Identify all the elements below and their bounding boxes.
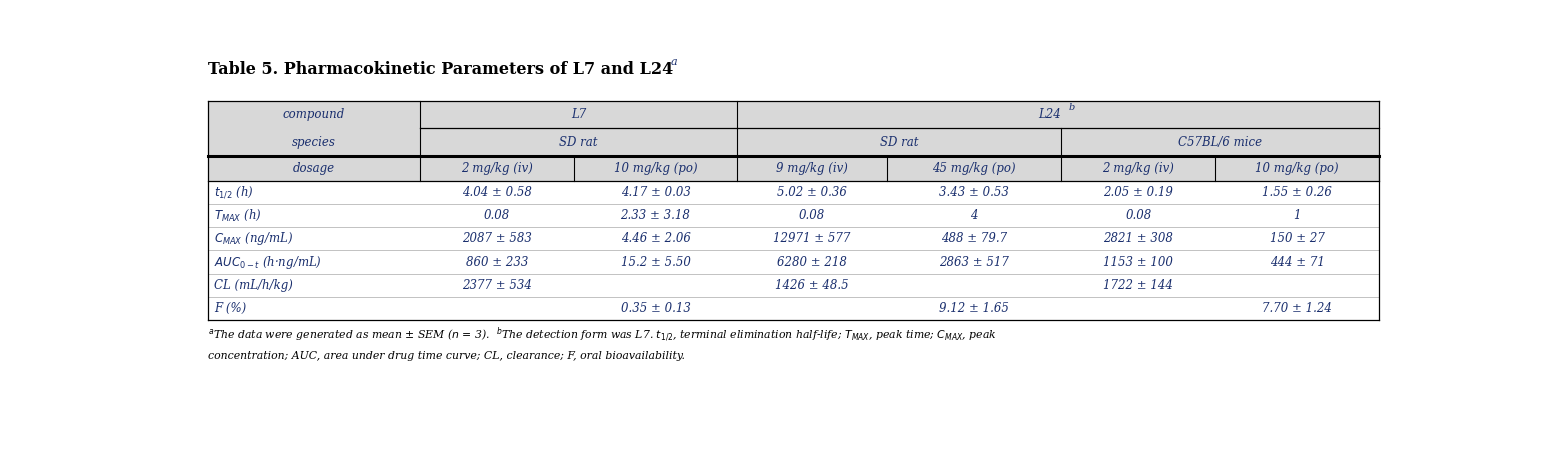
Text: a: a: [670, 57, 678, 67]
Text: b: b: [1068, 103, 1074, 112]
Text: 488 ± 79.7: 488 ± 79.7: [941, 232, 1008, 245]
Text: 4.46 ± 2.06: 4.46 ± 2.06: [621, 232, 690, 245]
Text: 0.08: 0.08: [1125, 209, 1152, 222]
Text: 2.33 ± 3.18: 2.33 ± 3.18: [621, 209, 690, 222]
Text: 2 mg/kg (iv): 2 mg/kg (iv): [1102, 162, 1175, 175]
Text: 0.35 ± 0.13: 0.35 ± 0.13: [621, 302, 690, 315]
Bar: [207, 274, 1379, 297]
Text: F (%): F (%): [214, 302, 246, 315]
Text: 2.05 ± 0.19: 2.05 ± 0.19: [1104, 186, 1173, 199]
Bar: [207, 101, 1379, 129]
Text: 860 ± 233: 860 ± 233: [466, 256, 528, 269]
Bar: [207, 181, 1379, 204]
Text: 9 mg/kg (iv): 9 mg/kg (iv): [776, 162, 848, 175]
Text: 0.08: 0.08: [799, 209, 825, 222]
Text: 4: 4: [971, 209, 978, 222]
Text: 15.2 ± 5.50: 15.2 ± 5.50: [621, 256, 690, 269]
Text: C57BL/6 mice: C57BL/6 mice: [1178, 135, 1262, 148]
Text: $t_{1/2}$ (h): $t_{1/2}$ (h): [214, 184, 254, 200]
Text: 45 mg/kg (po): 45 mg/kg (po): [932, 162, 1015, 175]
Text: 10 mg/kg (po): 10 mg/kg (po): [613, 162, 697, 175]
Text: $T_{MAX}$ (h): $T_{MAX}$ (h): [214, 208, 262, 223]
Text: compound: compound: [283, 108, 345, 121]
Text: 5.02 ± 0.36: 5.02 ± 0.36: [777, 186, 847, 199]
Text: 2821 ± 308: 2821 ± 308: [1104, 232, 1173, 245]
Text: L24: L24: [1039, 108, 1060, 121]
Text: dosage: dosage: [293, 162, 334, 175]
Bar: [207, 227, 1379, 251]
Text: species: species: [293, 135, 336, 148]
Bar: [207, 297, 1379, 320]
Text: 7.70 ± 1.24: 7.70 ± 1.24: [1262, 302, 1331, 315]
Text: 10 mg/kg (po): 10 mg/kg (po): [1255, 162, 1339, 175]
Text: 1426 ± 48.5: 1426 ± 48.5: [776, 279, 848, 292]
Text: 4.04 ± 0.58: 4.04 ± 0.58: [461, 186, 533, 199]
Bar: [207, 204, 1379, 227]
Text: 3.43 ± 0.53: 3.43 ± 0.53: [940, 186, 1009, 199]
Text: 2863 ± 517: 2863 ± 517: [940, 256, 1009, 269]
Text: Table 5. Pharmacokinetic Parameters of L7 and L24: Table 5. Pharmacokinetic Parameters of L…: [207, 61, 673, 78]
Text: 2377 ± 534: 2377 ± 534: [461, 279, 533, 292]
Text: 4.17 ± 0.03: 4.17 ± 0.03: [621, 186, 690, 199]
Text: 1.55 ± 0.26: 1.55 ± 0.26: [1262, 186, 1331, 199]
Text: SD rat: SD rat: [559, 135, 598, 148]
Text: 12971 ± 577: 12971 ± 577: [774, 232, 851, 245]
Text: 1722 ± 144: 1722 ± 144: [1104, 279, 1173, 292]
Text: CL (mL/h/kg): CL (mL/h/kg): [214, 279, 293, 292]
Text: 0.08: 0.08: [483, 209, 509, 222]
Text: 2087 ± 583: 2087 ± 583: [461, 232, 533, 245]
Text: concentration; AUC, area under drug time curve; CL, clearance; F, oral bioavaila: concentration; AUC, area under drug time…: [207, 351, 684, 361]
Text: 1153 ± 100: 1153 ± 100: [1104, 256, 1173, 269]
Text: 2 mg/kg (iv): 2 mg/kg (iv): [461, 162, 533, 175]
Text: 9.12 ± 1.65: 9.12 ± 1.65: [940, 302, 1009, 315]
Text: $^a$The data were generated as mean ± SEM ($n$ = 3).  $^b$The detection form was: $^a$The data were generated as mean ± SE…: [207, 325, 997, 344]
Text: 444 ± 71: 444 ± 71: [1269, 256, 1325, 269]
Bar: [207, 251, 1379, 274]
Text: 150 ± 27: 150 ± 27: [1269, 232, 1325, 245]
Text: 1: 1: [1293, 209, 1300, 222]
Bar: [207, 156, 1379, 181]
Text: 6280 ± 218: 6280 ± 218: [777, 256, 847, 269]
Text: L7: L7: [571, 108, 587, 121]
Text: $C_{MAX}$ (ng/mL): $C_{MAX}$ (ng/mL): [214, 230, 293, 248]
Text: $AUC_{0-t}$ (h·ng/mL): $AUC_{0-t}$ (h·ng/mL): [214, 253, 322, 270]
Text: SD rat: SD rat: [881, 135, 918, 148]
Bar: [207, 129, 1379, 156]
